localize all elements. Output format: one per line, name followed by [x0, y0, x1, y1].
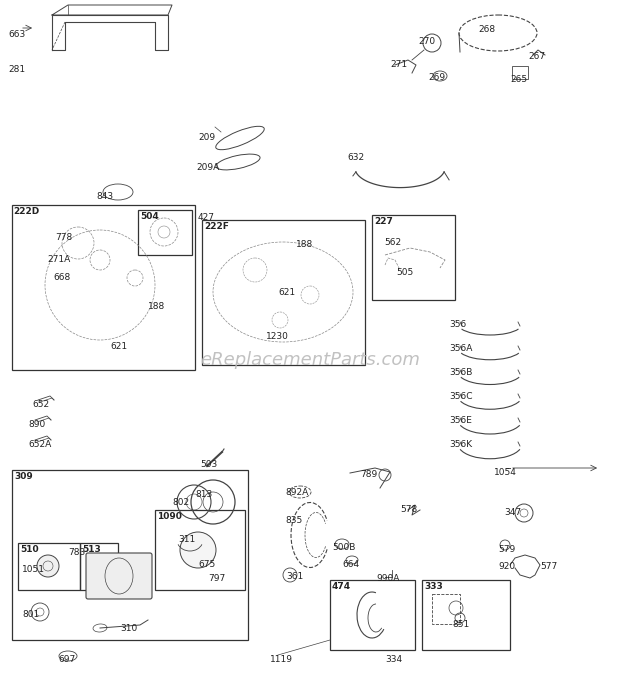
Text: 778: 778	[55, 233, 73, 242]
Text: 668: 668	[53, 273, 70, 282]
Text: 801: 801	[22, 610, 39, 619]
Text: 356: 356	[449, 320, 466, 329]
Text: 356K: 356K	[449, 440, 472, 449]
Text: 652: 652	[32, 400, 49, 409]
Text: 851: 851	[452, 620, 469, 629]
Text: 356B: 356B	[449, 368, 472, 377]
Text: 333: 333	[424, 582, 443, 591]
Text: 347: 347	[504, 508, 521, 517]
Text: 188: 188	[148, 302, 166, 311]
Text: 500B: 500B	[332, 543, 355, 552]
Text: 652A: 652A	[28, 440, 51, 449]
Text: 621: 621	[110, 342, 127, 351]
Text: 265: 265	[510, 75, 527, 84]
Text: 222F: 222F	[204, 222, 229, 231]
Text: 1119: 1119	[270, 655, 293, 664]
Text: 474: 474	[332, 582, 351, 591]
Text: 562: 562	[384, 238, 401, 247]
Text: 513: 513	[82, 545, 100, 554]
Text: 281: 281	[8, 65, 25, 74]
Text: 310: 310	[120, 624, 137, 633]
Text: 334: 334	[385, 655, 402, 664]
Text: 813: 813	[195, 490, 212, 499]
Text: eReplacementParts.com: eReplacementParts.com	[200, 351, 420, 369]
Text: 797: 797	[208, 574, 225, 583]
Text: 920: 920	[498, 562, 515, 571]
Bar	[18, 543, 80, 590]
Text: 505: 505	[396, 268, 414, 277]
Text: 209: 209	[198, 133, 215, 142]
Text: 697: 697	[58, 655, 75, 664]
Bar	[330, 580, 415, 650]
Text: 663: 663	[8, 30, 25, 39]
Bar	[138, 210, 192, 255]
Text: 577: 577	[540, 562, 557, 571]
Bar	[512, 66, 528, 79]
Text: 268: 268	[478, 25, 495, 34]
Text: 361: 361	[286, 572, 303, 581]
Text: 267: 267	[528, 52, 545, 61]
Text: 311: 311	[178, 535, 195, 544]
Text: 269: 269	[428, 73, 445, 82]
Text: 188: 188	[296, 240, 313, 249]
Text: 835: 835	[285, 516, 303, 525]
Bar	[12, 205, 195, 370]
Text: 621: 621	[278, 288, 295, 297]
Text: 632: 632	[347, 153, 364, 162]
Text: 209A: 209A	[196, 163, 219, 172]
Text: 1090: 1090	[157, 512, 182, 521]
Text: 675: 675	[198, 560, 215, 569]
Bar	[12, 470, 248, 640]
Text: 802: 802	[172, 498, 189, 507]
Text: 579: 579	[498, 545, 515, 554]
Text: 427: 427	[198, 213, 215, 222]
Text: 356A: 356A	[449, 344, 472, 353]
Text: 783: 783	[68, 548, 86, 557]
Text: 789: 789	[360, 470, 377, 479]
Text: 843: 843	[96, 192, 113, 201]
Bar	[422, 580, 510, 650]
Text: 222D: 222D	[13, 207, 39, 216]
Bar	[372, 215, 455, 300]
Text: 356E: 356E	[449, 416, 472, 425]
Text: 1054: 1054	[494, 468, 517, 477]
Text: 990A: 990A	[376, 574, 399, 583]
Text: 227: 227	[374, 217, 393, 226]
Text: 503: 503	[200, 460, 217, 469]
Text: 510: 510	[20, 545, 38, 554]
Bar	[80, 543, 118, 590]
Circle shape	[37, 555, 59, 577]
Text: 1051: 1051	[22, 565, 45, 574]
Text: 892A: 892A	[285, 488, 308, 497]
Bar	[432, 594, 460, 624]
Circle shape	[180, 532, 216, 568]
Text: 578: 578	[400, 505, 417, 514]
Text: 356C: 356C	[449, 392, 472, 401]
Bar	[155, 510, 245, 590]
Text: 271A: 271A	[47, 255, 70, 264]
Text: 1230: 1230	[266, 332, 289, 341]
Text: 504: 504	[140, 212, 159, 221]
Text: 664: 664	[342, 560, 359, 569]
Bar	[202, 220, 365, 365]
Text: 271: 271	[390, 60, 407, 69]
FancyBboxPatch shape	[86, 553, 152, 599]
Text: 270: 270	[418, 37, 435, 46]
Text: 309: 309	[14, 472, 33, 481]
Text: 890: 890	[28, 420, 45, 429]
